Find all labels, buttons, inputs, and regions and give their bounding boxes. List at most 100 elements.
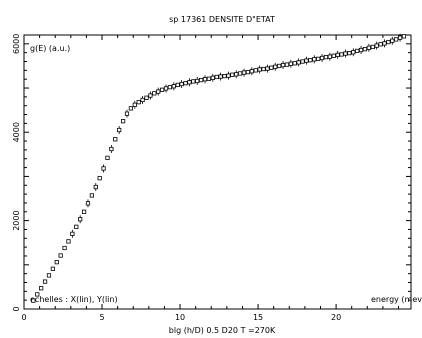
data-point xyxy=(81,209,87,214)
data-point xyxy=(132,102,137,107)
chart-title: sp 17361 DENSITE D"ETAT xyxy=(169,15,275,24)
data-point xyxy=(347,51,352,56)
data-point xyxy=(351,50,356,55)
data-point xyxy=(42,279,48,284)
data-point xyxy=(261,66,266,72)
data-point xyxy=(386,39,391,45)
data-point xyxy=(187,80,192,85)
data-point xyxy=(304,58,309,63)
data-point xyxy=(152,91,157,96)
data-point xyxy=(97,176,102,181)
data-point xyxy=(85,201,91,206)
data-point xyxy=(277,63,282,69)
data-point xyxy=(101,166,106,171)
data-point xyxy=(292,61,297,66)
y-tick-label: 2000 xyxy=(12,210,21,230)
data-point xyxy=(370,44,375,50)
data-point xyxy=(210,75,215,80)
data-point xyxy=(339,52,344,57)
data-point xyxy=(234,72,239,77)
y-tick-label: 4000 xyxy=(12,122,21,142)
data-point xyxy=(140,97,145,103)
data-point xyxy=(265,66,270,71)
y-tick-label: 6000 xyxy=(12,34,21,54)
data-point xyxy=(109,146,114,152)
data-point xyxy=(327,54,332,59)
data-point xyxy=(218,74,223,79)
data-point xyxy=(280,62,286,68)
data-point xyxy=(343,51,348,56)
data-point xyxy=(58,253,63,258)
data-point xyxy=(66,239,71,244)
data-point xyxy=(113,137,118,142)
data-point xyxy=(62,245,67,251)
data-point xyxy=(257,67,262,72)
scales-annotation: echelles : X(lin), Y(lin) xyxy=(30,295,118,304)
data-point xyxy=(331,53,336,58)
data-point xyxy=(319,55,325,61)
data-point xyxy=(136,100,141,105)
y-tick-label: 0 xyxy=(12,306,21,311)
data-point xyxy=(144,95,149,100)
data-point xyxy=(117,127,122,133)
data-point xyxy=(284,62,290,67)
data-point xyxy=(397,35,403,40)
data-point xyxy=(128,106,133,111)
data-point xyxy=(226,73,231,78)
data-point xyxy=(238,71,243,76)
data-point xyxy=(300,59,305,64)
data-point xyxy=(120,119,126,124)
data-point xyxy=(171,84,176,89)
data-point xyxy=(199,77,204,83)
data-point xyxy=(50,266,55,271)
data-point xyxy=(323,54,329,60)
x-tick-label: 10 xyxy=(175,313,185,322)
plot-frame xyxy=(23,34,412,310)
data-point xyxy=(249,69,254,74)
data-point xyxy=(401,34,407,39)
data-point xyxy=(335,52,340,57)
data-point xyxy=(214,74,219,80)
data-point xyxy=(288,61,293,66)
data-point xyxy=(362,47,368,52)
data-point xyxy=(273,64,278,69)
data-point xyxy=(366,45,371,50)
axis-ticks: 0 5 10 15 20 0 2000 4000 6000 xyxy=(12,34,411,322)
data-point xyxy=(378,42,383,47)
data-point xyxy=(105,155,110,160)
data-point xyxy=(183,81,188,86)
data-point xyxy=(54,260,59,265)
data-point xyxy=(179,81,184,87)
x-unit-annotation: energy (mev xyxy=(371,295,422,304)
data-point xyxy=(308,58,313,63)
data-point xyxy=(253,68,258,73)
data-point xyxy=(148,93,153,98)
data-point xyxy=(74,224,79,229)
data-point xyxy=(382,41,387,46)
data-point xyxy=(39,286,44,291)
data-point xyxy=(46,273,52,278)
data-point xyxy=(191,79,196,84)
data-point xyxy=(35,292,40,297)
data-point xyxy=(202,77,208,82)
x-tick-label: 20 xyxy=(331,313,341,322)
data-point xyxy=(358,47,364,53)
data-point xyxy=(245,70,251,75)
data-point xyxy=(124,111,130,116)
data-point xyxy=(163,86,169,91)
data-point xyxy=(89,193,94,198)
data-point xyxy=(296,60,301,65)
data-point xyxy=(70,231,75,236)
data-points xyxy=(31,33,407,303)
data-point xyxy=(93,184,98,190)
data-point xyxy=(206,76,212,81)
x-tick-label: 0 xyxy=(21,313,26,322)
data-point xyxy=(374,43,379,48)
data-point xyxy=(312,57,317,62)
x-tick-label: 15 xyxy=(253,313,263,322)
data-point xyxy=(78,217,83,222)
data-point xyxy=(175,82,180,88)
x-axis-label: blg (h/D) 0.5 D20 T =270K xyxy=(169,326,276,335)
data-point xyxy=(167,85,173,90)
